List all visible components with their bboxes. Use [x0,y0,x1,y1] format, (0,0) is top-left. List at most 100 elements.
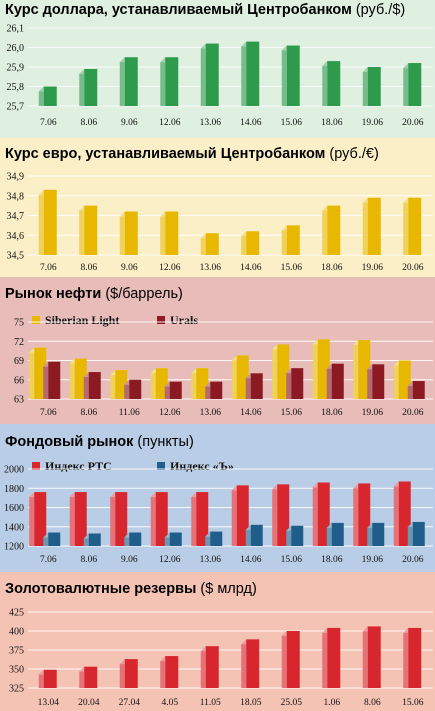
oil-panel-title: Рынок нефти ($/баррель) [5,286,183,302]
eur-panel-title: Курс евро, устанавливаемый Центробанком … [5,146,379,162]
gold-ytick-label: 400 [9,627,24,638]
stock-bar-a [150,492,168,546]
gold-bar [119,659,138,688]
usd-xtick-label: 13.06 [200,118,222,128]
usd-bar [322,61,341,106]
stock-xtick-label: 8.06 [80,555,97,565]
eur-xtick-label: 14.06 [240,263,262,273]
usd-bar [362,67,381,106]
gold-ytick-label: 425 [9,608,24,619]
eur-bar [322,205,341,255]
stock-ytick-label: 1800 [4,484,24,495]
stock-xtick-label: 14.06 [240,555,262,565]
usd-panel: Курс доллара, устанавливаемый Центробанк… [0,0,435,138]
eur-ytick-label: 34,7 [7,211,25,222]
oil-ytick-label: 75 [14,318,24,329]
gold-xtick-label: 1.06 [323,698,340,708]
stock-title-unit: (пункты) [133,434,194,450]
stock-bar-b [124,532,142,546]
oil-xtick-label: 12.06 [159,408,181,418]
oil-legend-siberian: Siberian Light [32,313,119,328]
oil-bar-b [83,372,101,399]
gold-bar [403,627,422,688]
eur-ytick-label: 34,9 [7,172,25,183]
stock-xtick-label: 13.06 [200,555,222,565]
usd-ytick-label: 26,0 [7,43,25,54]
gold-ytick-label: 325 [9,684,24,695]
gold-xtick-label: 18.05 [240,698,262,708]
oil-xtick-label: 14.06 [240,408,262,418]
oil-ytick-label: 69 [14,356,24,367]
stock-bar-b [367,522,385,546]
oil-bar-b [286,368,304,399]
oil-xtick-label: 15.06 [281,408,303,418]
eur-title-bold: Курс евро, устанавливаемый Центробанком [5,146,326,162]
siberian-swatch [32,316,40,324]
oil-bar-b [407,381,425,399]
stock-xtick-label: 7.06 [40,555,57,565]
stock-ytick-label: 1200 [4,542,24,553]
usd-bar [403,63,422,106]
stock-bar-b [43,532,61,546]
gold-bar [200,646,219,688]
stock-bar-a [191,492,209,546]
stock-bar-b [286,525,304,546]
gold-title-bold: Золотовалютные резервы [5,581,197,597]
stock-bar-b [164,532,182,546]
eur-panel: Курс евро, устанавливаемый Центробанком … [0,138,435,277]
usd-xtick-label: 12.06 [159,118,181,128]
oil-xtick-label: 11.06 [119,408,140,418]
gold-bar [79,666,98,688]
gold-bar [241,639,260,688]
usd-xtick-label: 8.06 [80,118,97,128]
gold-ytick-label: 375 [9,646,24,657]
oil-ytick-label: 66 [14,375,24,386]
oil-xtick-label: 18.06 [321,408,343,418]
gold-title-unit: ($ млрд) [196,581,257,597]
eur-ytick-label: 34,8 [7,191,25,202]
usd-panel-title: Курс доллара, устанавливаемый Центробанк… [5,2,405,18]
usd-ytick-label: 25,8 [7,82,25,93]
stock-xtick-label: 19.06 [362,555,384,565]
rts-swatch [32,462,40,470]
gold-xtick-label: 11.05 [200,698,221,708]
stock-bar-b [245,524,263,546]
usd-bar [160,57,179,106]
usd-chart: 25,7 25,8 25,9 26,0 26,1 7.06 8.06 9.06 12.06 13.… [7,24,433,128]
oil-xtick-label: 20.06 [402,408,424,418]
oil-title-unit: ($/баррель) [101,286,183,302]
stock-bar-a [29,492,47,546]
gold-xtick-label: 8.06 [364,698,381,708]
gold-xtick-label: 20.04 [78,698,100,708]
oil-bar-b [43,361,61,399]
gold-xtick-label: 15.06 [402,698,424,708]
gold-xtick-label: 27.04 [119,698,141,708]
stock-ytick-label: 1600 [4,503,24,514]
eur-xtick-label: 9.06 [121,263,138,273]
eur-xtick-label: 12.06 [159,263,181,273]
oil-bar-a [272,344,290,399]
usd-title-unit: (руб./$) [351,2,406,18]
usd-bar [38,86,57,106]
eur-chart: 34,5 34,6 34,7 34,8 34,9 7.06 8.06 9.06 12.06 13.… [7,172,433,273]
eur-bar [281,225,300,255]
eur-bar [38,189,57,255]
kommersant-swatch [157,462,165,470]
eur-xtick-label: 20.06 [402,263,424,273]
gold-xtick-label: 25.05 [281,698,303,708]
stock-panel-title: Фондовый рынок (пункты) [5,434,194,450]
usd-xtick-label: 15.06 [281,118,303,128]
oil-bar-b [245,373,263,399]
gold-panel: Золотовалютные резервы ($ млрд) 325 350 37… [0,572,435,711]
gold-panel-title: Золотовалютные резервы ($ млрд) [5,581,257,597]
eur-bar [160,211,179,255]
urals-swatch [157,316,165,324]
stock-xtick-label: 20.06 [402,555,424,565]
stock-xtick-label: 18.06 [321,555,343,565]
oil-ytick-label: 72 [14,337,24,348]
stock-ytick-label: 2000 [4,465,24,476]
usd-bar [200,43,219,106]
usd-bar [241,41,260,106]
eur-xtick-label: 19.06 [362,263,384,273]
oil-title-bold: Рынок нефти [5,286,102,302]
